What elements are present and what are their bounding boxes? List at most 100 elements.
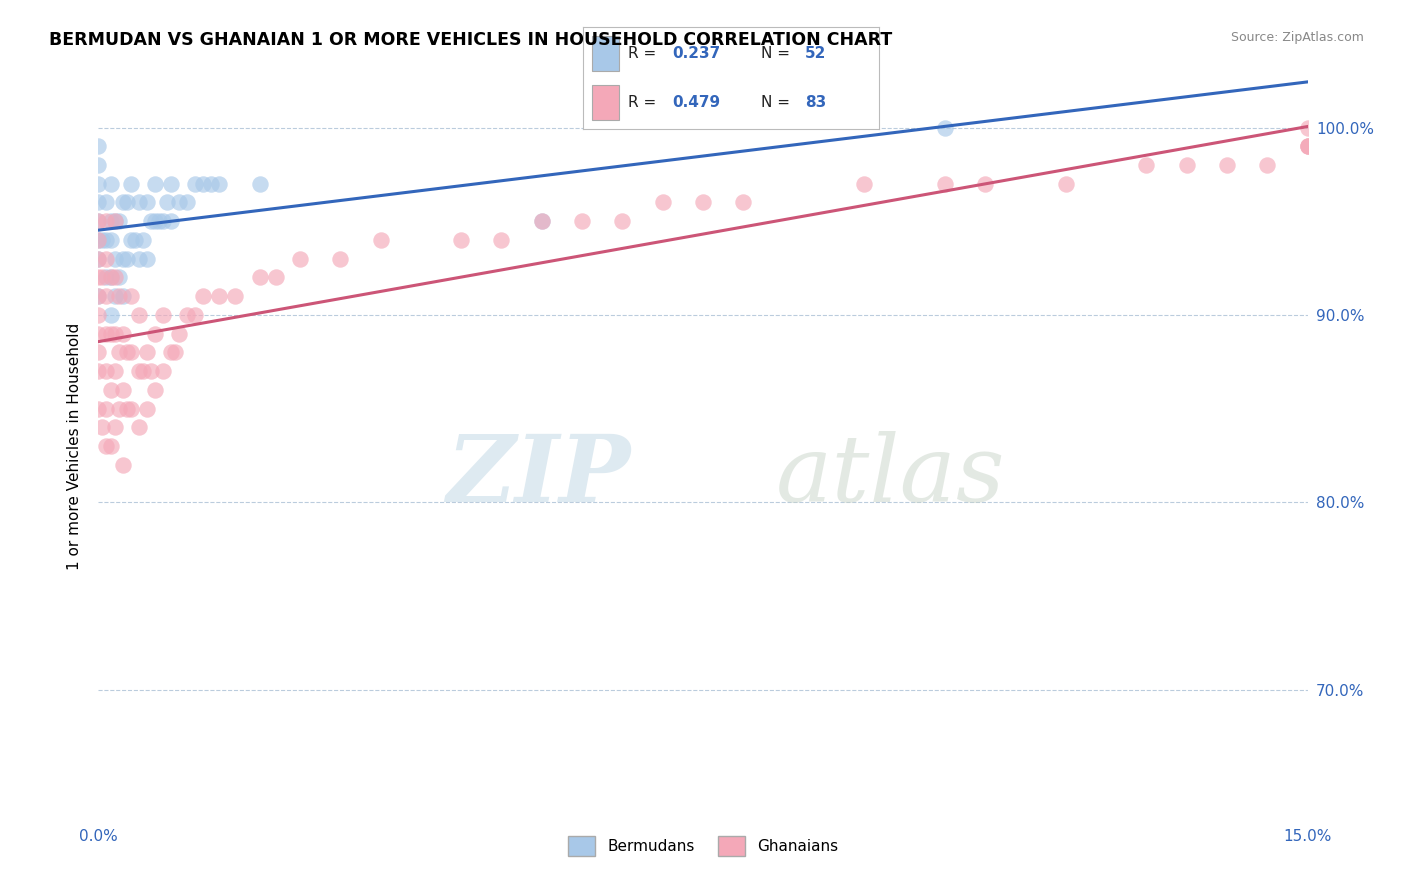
Point [128,420,150,434]
Point [96,270,118,285]
Point [249,270,271,285]
Point [208,289,231,303]
Point [120,289,142,303]
Point [1054,177,1077,191]
Point [120,233,142,247]
Point [87,308,110,322]
Point [96,214,118,228]
Point [692,195,714,210]
Point [107,214,129,228]
Point [120,345,142,359]
Point [934,177,956,191]
Point [87,289,110,303]
Point [530,214,553,228]
Point [224,289,246,303]
Point [103,214,125,228]
Point [135,401,157,416]
Point [111,326,134,341]
Point [115,401,138,416]
Point [87,158,110,172]
Point [115,195,138,210]
Point [176,195,198,210]
Point [128,364,150,378]
Legend: Bermudans, Ghanaians: Bermudans, Ghanaians [561,830,845,862]
Point [571,214,593,228]
Point [160,214,183,228]
Point [156,195,179,210]
Text: R =: R = [627,45,661,61]
Point [100,308,122,322]
Text: N =: N = [761,45,794,61]
Point [103,214,125,228]
Point [87,345,110,359]
Point [1256,158,1278,172]
Point [107,345,129,359]
Point [135,345,157,359]
Point [152,308,174,322]
Point [87,326,110,341]
Text: R =: R = [627,95,661,111]
Point [111,383,134,397]
Point [120,177,142,191]
Point [87,177,110,191]
Point [103,326,125,341]
Point [87,139,110,153]
Point [111,289,134,303]
Point [128,252,150,266]
Point [124,233,146,247]
Point [100,233,122,247]
Point [96,439,118,453]
Point [91,270,114,285]
Point [111,195,134,210]
Point [132,233,155,247]
Point [160,177,183,191]
Text: ZIP: ZIP [446,431,630,521]
Point [1296,139,1319,153]
Point [167,195,190,210]
Text: 83: 83 [804,95,827,111]
Y-axis label: 1 or more Vehicles in Household: 1 or more Vehicles in Household [67,322,83,570]
Text: N =: N = [761,95,794,111]
Point [96,401,118,416]
Point [450,233,472,247]
Text: atlas: atlas [776,431,1005,521]
Point [107,289,129,303]
Point [193,177,215,191]
Point [132,364,155,378]
Point [96,364,118,378]
Point [103,364,125,378]
Point [96,326,118,341]
Point [733,195,755,210]
Point [167,326,190,341]
Text: 52: 52 [804,45,827,61]
Point [651,195,673,210]
Bar [592,36,619,70]
Point [160,345,183,359]
Bar [592,86,619,120]
Point [120,401,142,416]
Point [87,233,110,247]
Point [370,233,392,247]
Point [135,195,157,210]
Point [100,214,122,228]
Point [934,120,956,135]
Point [184,308,207,322]
Point [87,214,110,228]
Point [96,195,118,210]
Point [115,252,138,266]
Point [111,458,134,472]
Point [87,252,110,266]
Point [530,214,553,228]
Point [143,383,166,397]
Point [87,195,110,210]
Point [87,252,110,266]
Point [96,252,118,266]
Point [143,177,166,191]
Point [176,308,198,322]
Point [143,326,166,341]
Point [87,289,110,303]
Text: BERMUDAN VS GHANAIAN 1 OR MORE VEHICLES IN HOUSEHOLD CORRELATION CHART: BERMUDAN VS GHANAIAN 1 OR MORE VEHICLES … [49,31,893,49]
Point [853,177,876,191]
Point [184,177,207,191]
Point [264,270,287,285]
